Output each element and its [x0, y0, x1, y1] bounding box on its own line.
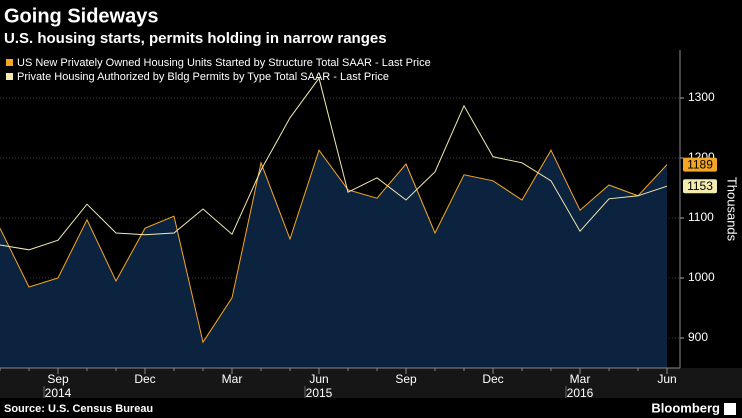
y-tick-label: 1300	[688, 90, 715, 104]
series-line	[0, 77, 668, 251]
chart-title: Going Sideways	[4, 5, 158, 27]
x-axis-band	[0, 368, 742, 398]
brand: Bloomberg	[651, 400, 720, 415]
series-area	[0, 150, 667, 368]
legend-label: Private Housing Authorized by Bldg Permi…	[17, 71, 389, 83]
last-value-box	[683, 157, 717, 172]
x-tick-label: Dec	[134, 372, 155, 386]
x-year-label: 2016	[567, 386, 594, 400]
source: Source: U.S. Census Bureau	[4, 403, 153, 415]
last-value-label: 1189	[687, 157, 713, 171]
x-tick-label: Mar	[570, 372, 591, 386]
legend-label: US New Privately Owned Housing Units Sta…	[17, 57, 431, 69]
y-tick-label: 1000	[688, 270, 715, 284]
series-line	[0, 149, 668, 344]
legend-swatch	[6, 73, 13, 80]
legend-swatch	[6, 59, 13, 66]
last-value-box	[683, 179, 717, 194]
y-axis-label: Thousands	[725, 177, 740, 242]
brand-icon	[724, 403, 736, 415]
x-tick-label: Jun	[657, 372, 676, 386]
y-tick-label: 1100	[688, 210, 714, 224]
x-tick-label: Jun	[309, 372, 328, 386]
x-tick-label: Dec	[482, 372, 503, 386]
x-tick-label: Sep	[47, 372, 69, 386]
x-year-label: 2014	[45, 386, 72, 400]
y-tick-label: 900	[688, 330, 708, 344]
x-tick-label: Sep	[395, 372, 417, 386]
chart-subtitle: U.S. housing starts, permits holding in …	[4, 30, 387, 47]
last-value-label: 1153	[687, 179, 713, 193]
x-year-label: 2015	[306, 386, 333, 400]
x-tick-label: Mar	[222, 372, 243, 386]
